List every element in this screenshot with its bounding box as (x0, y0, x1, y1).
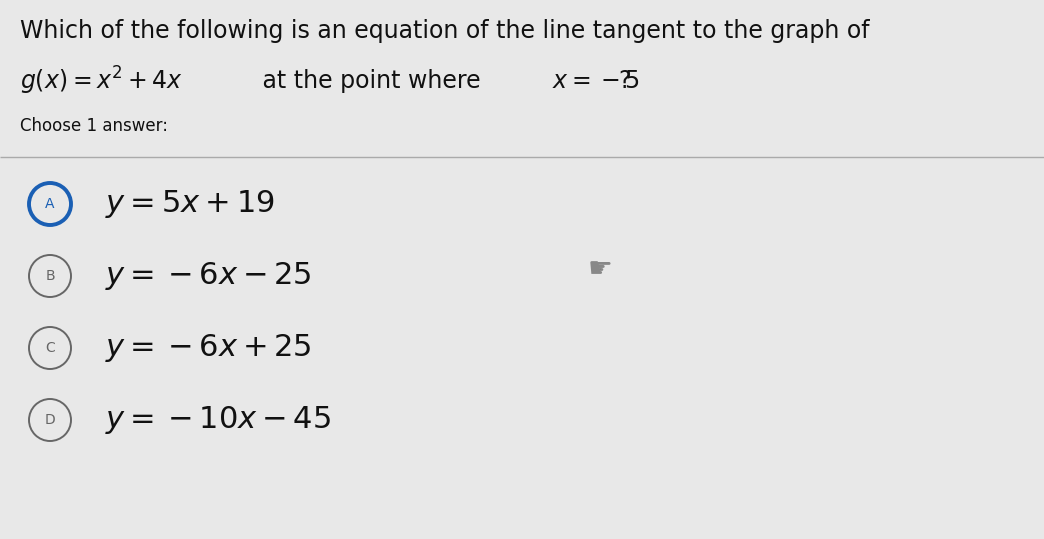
Text: B: B (45, 269, 55, 283)
Text: at the point where: at the point where (255, 69, 489, 93)
Text: Choose 1 answer:: Choose 1 answer: (20, 117, 168, 135)
Text: ☛: ☛ (588, 255, 613, 283)
Text: C: C (45, 341, 55, 355)
Text: D: D (45, 413, 55, 427)
Text: A: A (45, 197, 54, 211)
Text: Which of the following is an equation of the line tangent to the graph of: Which of the following is an equation of… (20, 19, 870, 43)
Text: $g(x) = x^2 + 4x$: $g(x) = x^2 + 4x$ (20, 65, 183, 97)
Text: $y = -6x + 25$: $y = -6x + 25$ (105, 332, 312, 364)
Text: $y = -10x - 45$: $y = -10x - 45$ (105, 404, 331, 436)
Text: $y = -6x - 25$: $y = -6x - 25$ (105, 260, 312, 292)
Text: $x = -5$: $x = -5$ (552, 69, 640, 93)
Text: $y = 5x + 19$: $y = 5x + 19$ (105, 188, 275, 220)
Text: ?: ? (618, 69, 631, 93)
